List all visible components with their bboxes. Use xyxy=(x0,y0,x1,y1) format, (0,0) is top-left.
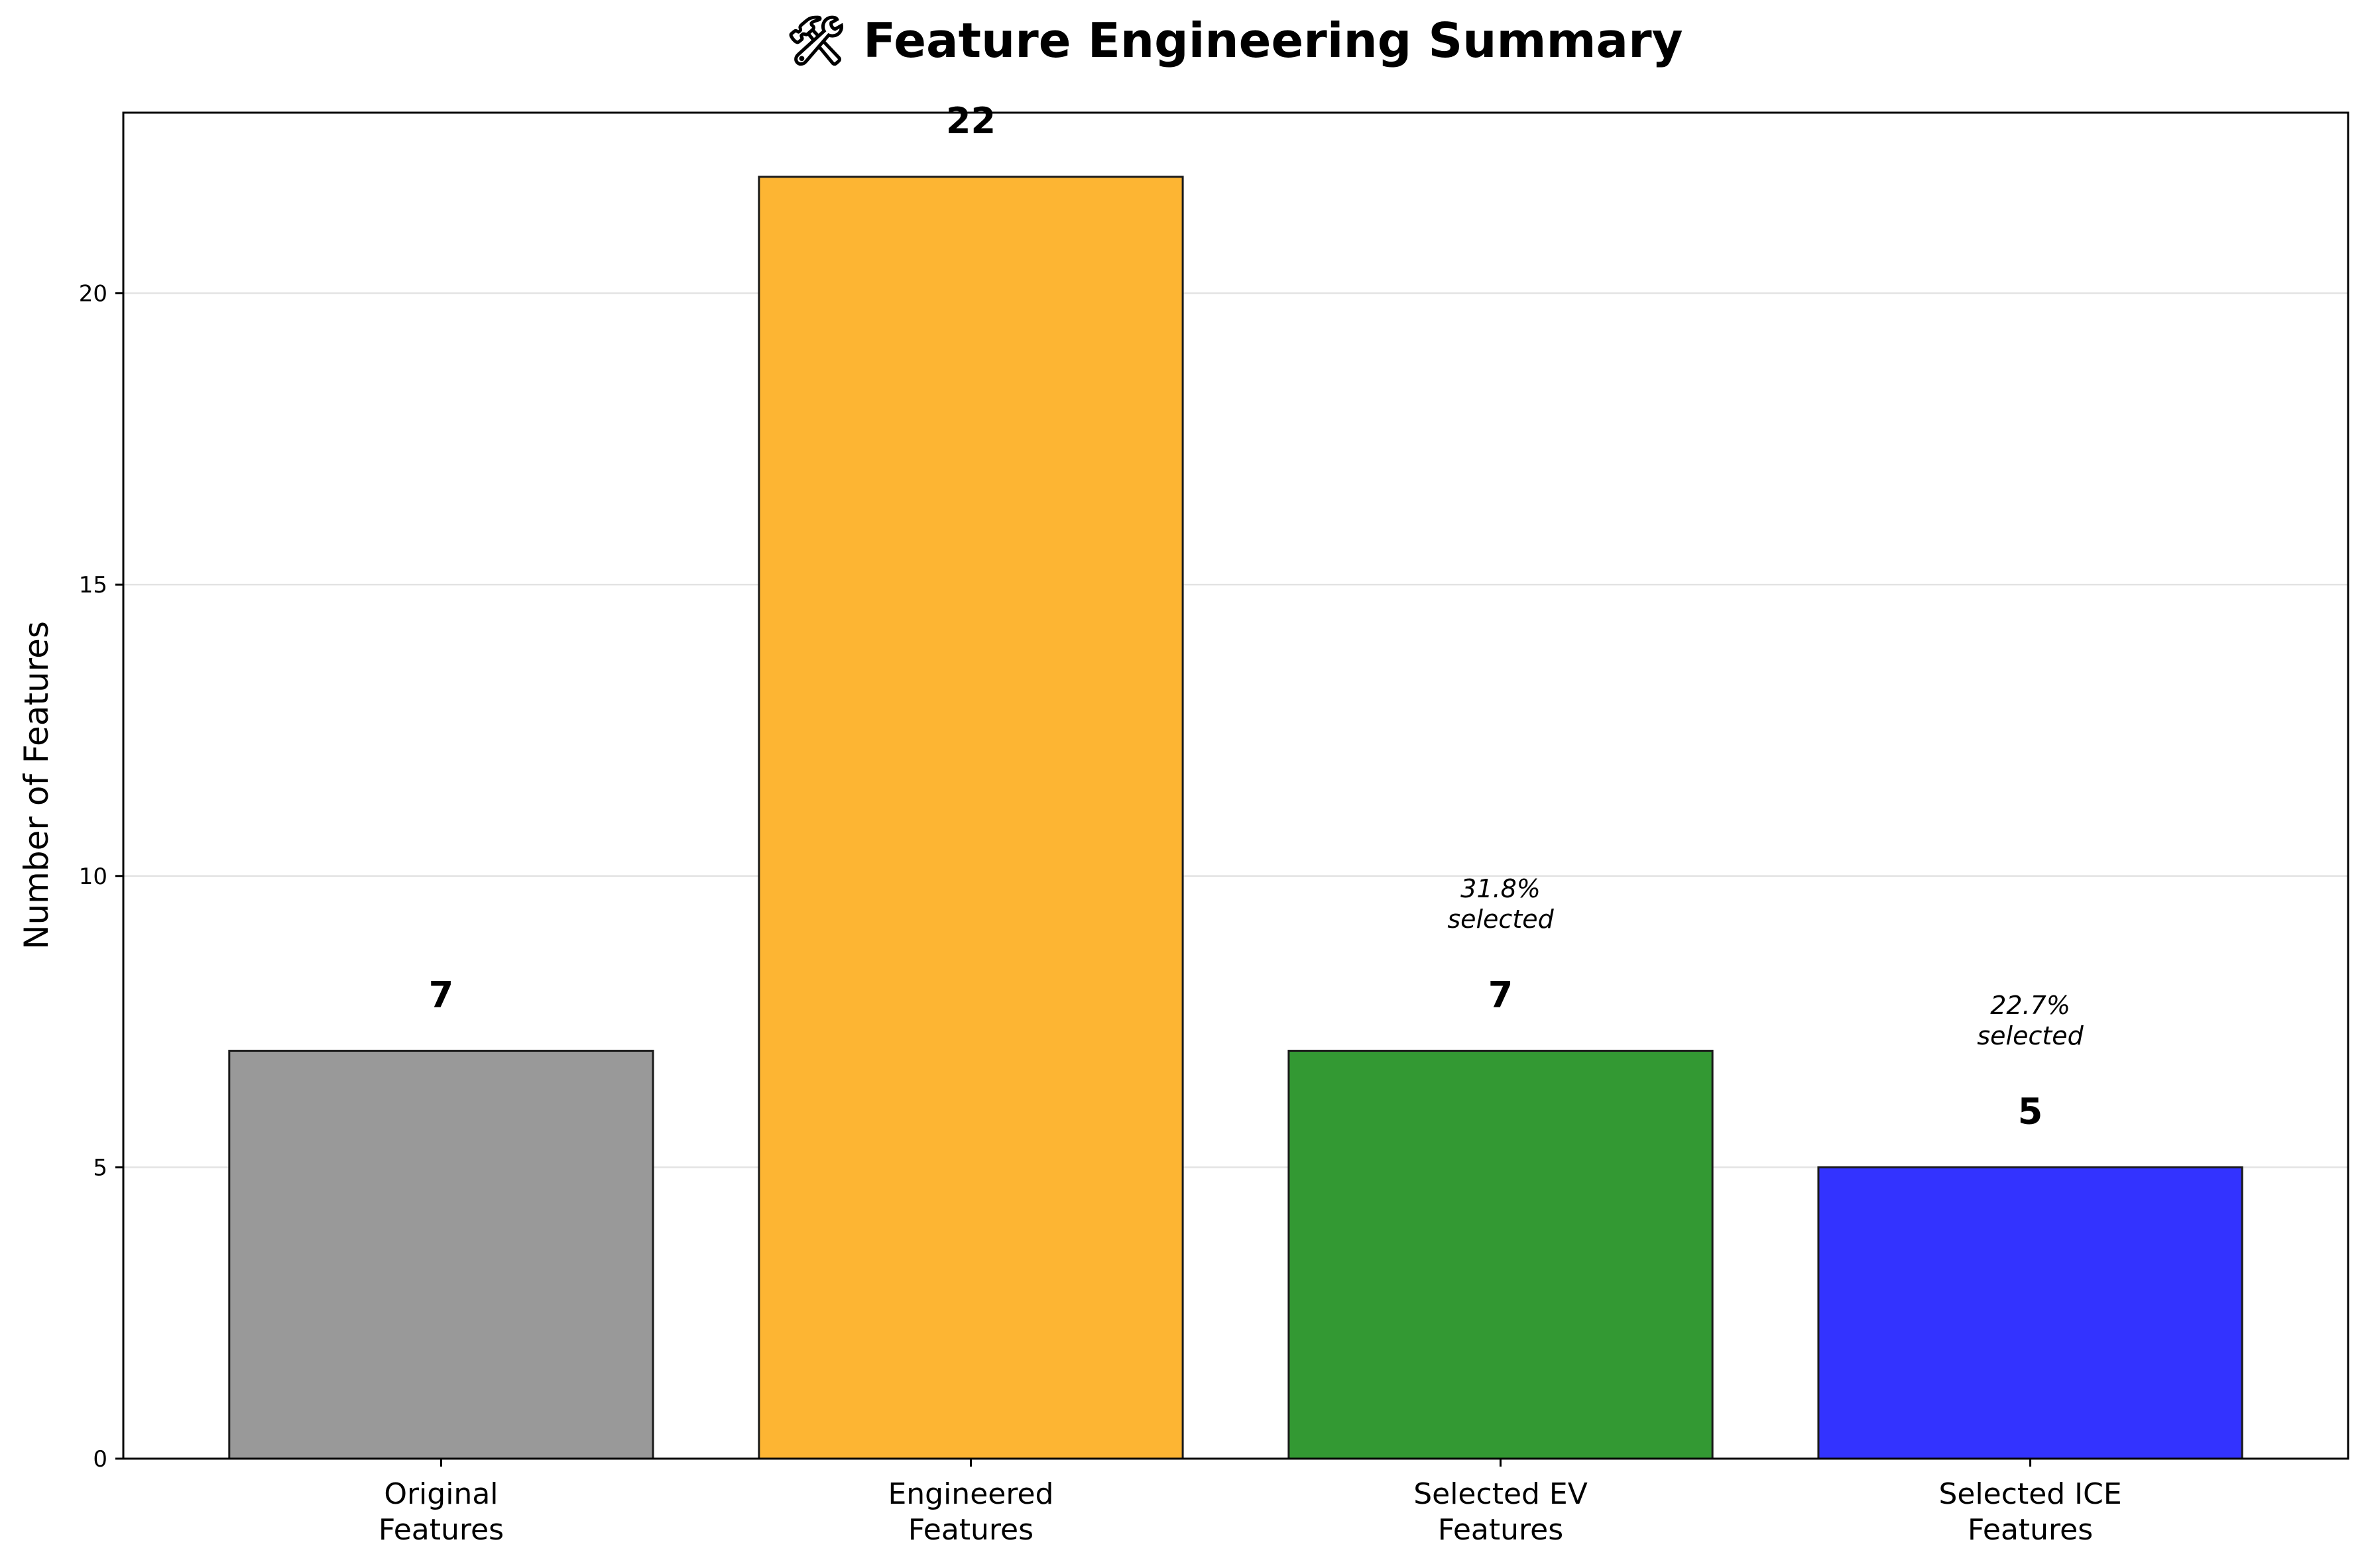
annotation-line: selected xyxy=(1447,905,1554,934)
annotation-line: 22.7% xyxy=(1990,991,2070,1020)
selection-annotation: 31.8% selected xyxy=(1447,874,1554,934)
bar-value-label: 7 xyxy=(1488,974,1513,1016)
x-tick-label-line: Original xyxy=(384,1477,498,1511)
x-tick-label: Engineered Features xyxy=(888,1477,1053,1547)
y-tick-label: 10 xyxy=(79,864,107,890)
x-tick-label: Selected EV Features xyxy=(1413,1477,1588,1547)
bar-value-label: 7 xyxy=(429,974,454,1016)
x-tick-label: Selected ICE Features xyxy=(1938,1477,2121,1547)
bar-value-label: 5 xyxy=(2018,1090,2043,1132)
x-tick-label-line: Engineered xyxy=(888,1477,1053,1511)
x-tick-label-line: Features xyxy=(379,1513,504,1547)
annotation-line: selected xyxy=(1977,1021,2084,1050)
bar xyxy=(1817,1166,2243,1460)
chart-title: 🛠 Feature Engineering Summary xyxy=(786,13,1683,68)
x-tick-label-line: Selected EV xyxy=(1413,1477,1588,1511)
x-tick-label-line: Features xyxy=(1438,1513,1563,1547)
x-tick-label-line: Features xyxy=(908,1513,1034,1547)
y-tick-label: 15 xyxy=(79,572,107,598)
x-tick-label-line: Selected ICE xyxy=(1938,1477,2121,1511)
x-tick-label-line: Features xyxy=(1968,1513,2093,1547)
bar xyxy=(1287,1050,1714,1460)
annotation-line: 31.8% xyxy=(1460,874,1541,903)
bar xyxy=(228,1050,654,1460)
bars xyxy=(228,176,2243,1460)
y-axis-ticks: 0 5 10 15 20 xyxy=(79,281,123,1473)
y-tick-label: 0 xyxy=(93,1446,107,1473)
y-tick-label: 5 xyxy=(93,1154,107,1181)
y-axis-label: Number of Features xyxy=(17,621,56,950)
plot-frame xyxy=(122,111,2349,1460)
x-tick-label: Original Features xyxy=(379,1477,504,1547)
bar-value-label: 22 xyxy=(946,100,996,142)
y-tick-label: 20 xyxy=(79,281,107,308)
bar xyxy=(758,176,1184,1460)
selection-annotation: 22.7% selected xyxy=(1977,991,2084,1050)
